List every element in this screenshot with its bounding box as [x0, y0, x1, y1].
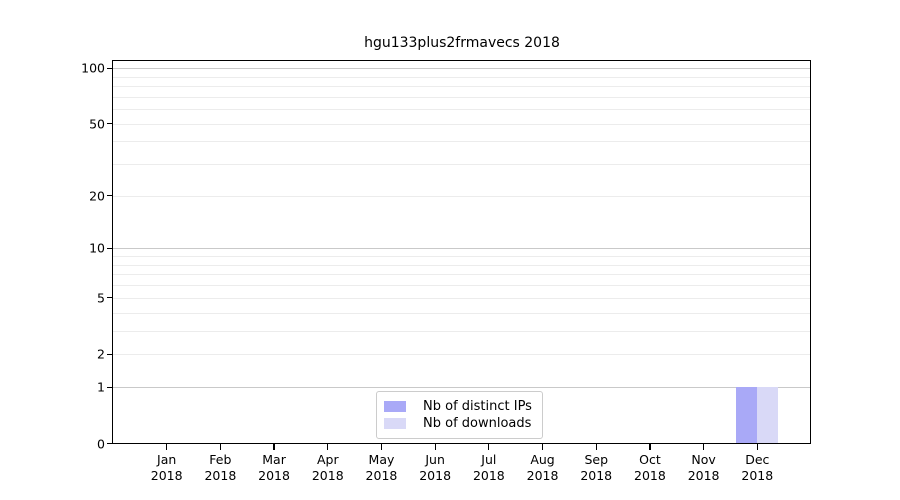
gridline-minor: [113, 164, 811, 166]
chart-title: hgu133plus2frmavecs 2018: [364, 35, 560, 51]
gridline-minor: [113, 354, 811, 356]
x-tick-mark: [595, 444, 597, 450]
bar-nb-of-distinct-ips: [736, 387, 758, 444]
gridline-minor: [113, 264, 811, 266]
legend-label-distinct-ips: Nb of distinct IPs: [423, 399, 532, 414]
y-tick-mark: [106, 353, 113, 355]
legend-row-distinct-ips: Nb of distinct IPs: [384, 398, 532, 415]
x-tick-label: May 2018: [365, 452, 398, 483]
x-tick-label: Mar 2018: [258, 452, 290, 483]
y-tick-label: 20: [89, 188, 105, 204]
y-tick-label: 1: [97, 379, 105, 395]
x-tick-mark: [703, 444, 705, 450]
legend-label-downloads: Nb of downloads: [423, 416, 532, 431]
x-tick-mark: [434, 444, 436, 450]
y-tick-mark: [106, 195, 113, 197]
y-tick-mark: [106, 297, 113, 299]
gridline-major: [113, 387, 811, 389]
x-tick-mark: [756, 444, 758, 450]
y-tick-mark: [106, 442, 113, 445]
x-tick-label: Aug 2018: [526, 452, 559, 483]
legend: Nb of distinct IPs Nb of downloads: [376, 391, 543, 439]
x-tick-mark: [649, 444, 651, 450]
gridline-minor: [113, 109, 811, 111]
gridline-minor: [113, 274, 811, 276]
y-tick-label: 5: [97, 290, 105, 306]
gridline-minor: [113, 330, 811, 332]
y-tick-label: 2: [97, 346, 105, 362]
x-tick-label: Apr 2018: [311, 452, 344, 483]
bar-nb-of-downloads: [757, 387, 779, 444]
gridline-minor: [113, 285, 811, 287]
y-tick-mark: [106, 386, 113, 388]
legend-swatch-downloads: [384, 418, 406, 429]
gridline-minor: [113, 312, 811, 314]
gridline-major: [113, 68, 811, 70]
x-tick-mark: [327, 444, 329, 450]
legend-swatch-distinct-ips: [384, 401, 406, 412]
y-tick-mark: [106, 67, 113, 69]
x-tick-label: Nov 2018: [687, 452, 720, 483]
gridline-minor: [113, 123, 811, 125]
x-tick-mark: [166, 444, 168, 450]
x-tick-mark: [273, 444, 275, 450]
x-tick-mark: [488, 444, 490, 450]
gridline-minor: [113, 256, 811, 258]
x-tick-label: Feb 2018: [204, 452, 237, 483]
x-tick-label: Jan 2018: [150, 452, 183, 483]
gridline-minor: [113, 96, 811, 98]
x-tick-label: Dec 2018: [741, 452, 774, 483]
x-tick-label: Sep 2018: [580, 452, 613, 483]
y-tick-mark: [106, 247, 113, 250]
x-tick-label: Jul 2018: [472, 452, 505, 483]
y-tick-label: 0: [97, 436, 105, 451]
gridline-minor: [113, 76, 811, 78]
gridline-minor: [113, 297, 811, 299]
y-tick-label: 50: [89, 116, 105, 132]
gridline-minor: [113, 195, 811, 197]
gridline-minor: [113, 141, 811, 143]
x-tick-label: Oct 2018: [634, 452, 666, 483]
x-tick-mark: [219, 444, 221, 450]
x-tick-label: Jun 2018: [419, 452, 452, 483]
y-tick-label: 10: [89, 240, 105, 256]
legend-row-downloads: Nb of downloads: [384, 415, 532, 432]
y-tick-label: 100: [81, 60, 105, 76]
y-tick-mark: [106, 123, 113, 125]
x-tick-mark: [541, 444, 544, 450]
gridline-minor: [113, 86, 811, 88]
gridline-major: [113, 248, 811, 250]
x-tick-mark: [380, 444, 383, 450]
